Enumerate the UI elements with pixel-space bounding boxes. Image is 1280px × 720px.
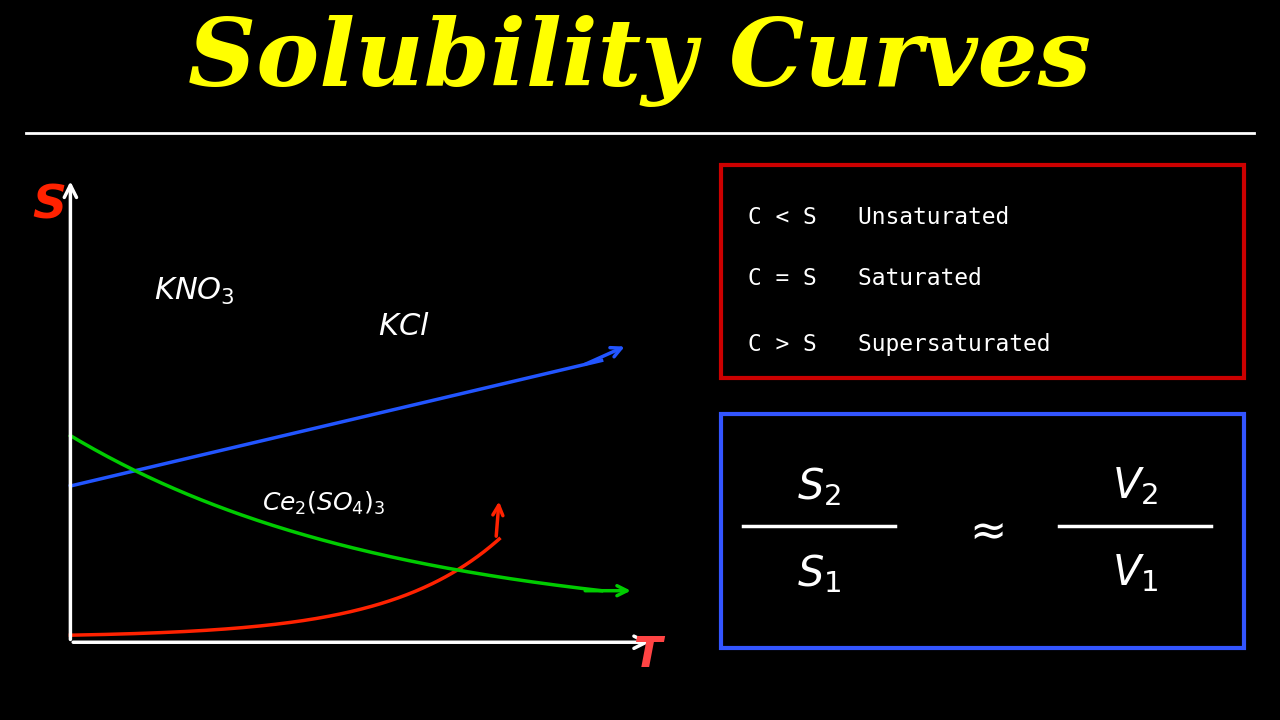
Text: $\approx$: $\approx$ — [961, 510, 1004, 552]
Text: $V_1$: $V_1$ — [1111, 552, 1158, 594]
Text: C > S   Supersaturated: C > S Supersaturated — [749, 333, 1051, 356]
Text: C = S   Saturated: C = S Saturated — [749, 267, 982, 290]
Text: $\mathit{Ce_2(SO_4)_3}$: $\mathit{Ce_2(SO_4)_3}$ — [262, 490, 387, 518]
Text: $S_2$: $S_2$ — [797, 465, 841, 508]
Text: T: T — [634, 634, 662, 677]
Text: S: S — [32, 184, 67, 229]
Text: C < S   Unsaturated: C < S Unsaturated — [749, 206, 1010, 229]
Text: $S_1$: $S_1$ — [797, 552, 841, 595]
Text: $\mathit{KNO_3}$: $\mathit{KNO_3}$ — [154, 276, 234, 307]
Text: $\mathit{KCl}$: $\mathit{KCl}$ — [378, 312, 429, 341]
Text: Solubility Curves: Solubility Curves — [188, 15, 1092, 107]
Text: $V_2$: $V_2$ — [1111, 465, 1158, 508]
